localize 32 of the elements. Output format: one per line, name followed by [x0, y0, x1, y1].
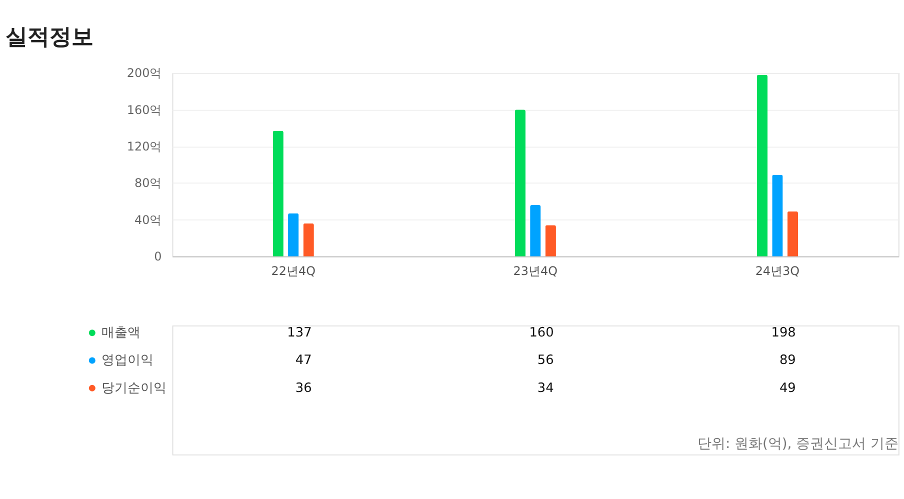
data-label: 47	[295, 353, 312, 368]
bar	[303, 223, 314, 256]
data-label: 49	[779, 380, 796, 396]
bar	[288, 213, 299, 256]
bar	[756, 74, 768, 256]
bar	[514, 110, 526, 256]
bar	[772, 174, 783, 256]
x-tick-label: 22년4Q	[271, 264, 316, 278]
y-tick-label: 120억	[126, 139, 162, 154]
legend-label: 영업이익	[101, 353, 154, 368]
y-tick-label: 40억	[134, 212, 162, 227]
legend-label: 당기순이익	[101, 380, 166, 396]
bar	[530, 205, 541, 256]
data-label: 137	[287, 326, 312, 341]
data-label: 198	[771, 326, 796, 341]
data-label: 34	[537, 380, 554, 396]
bar	[545, 225, 556, 256]
data-label: 56	[537, 353, 554, 368]
x-tick-label: 23년4Q	[513, 264, 558, 278]
x-tick-label: 24년3Q	[755, 264, 800, 278]
y-tick-label: 200억	[126, 66, 162, 80]
y-tick-label: 0	[154, 250, 162, 264]
y-tick-label: 80억	[134, 176, 162, 190]
data-label: 36	[295, 380, 312, 396]
data-label: 160	[529, 326, 554, 341]
chart-title: 실적정보	[5, 24, 94, 50]
bar	[787, 211, 798, 256]
y-tick-label: 160억	[126, 102, 162, 117]
legend-label: 매출액	[101, 326, 140, 341]
data-label: 89	[779, 353, 796, 368]
bar	[272, 130, 284, 256]
text: 단위: 원화(억), 증권신고서 기준	[697, 436, 898, 452]
